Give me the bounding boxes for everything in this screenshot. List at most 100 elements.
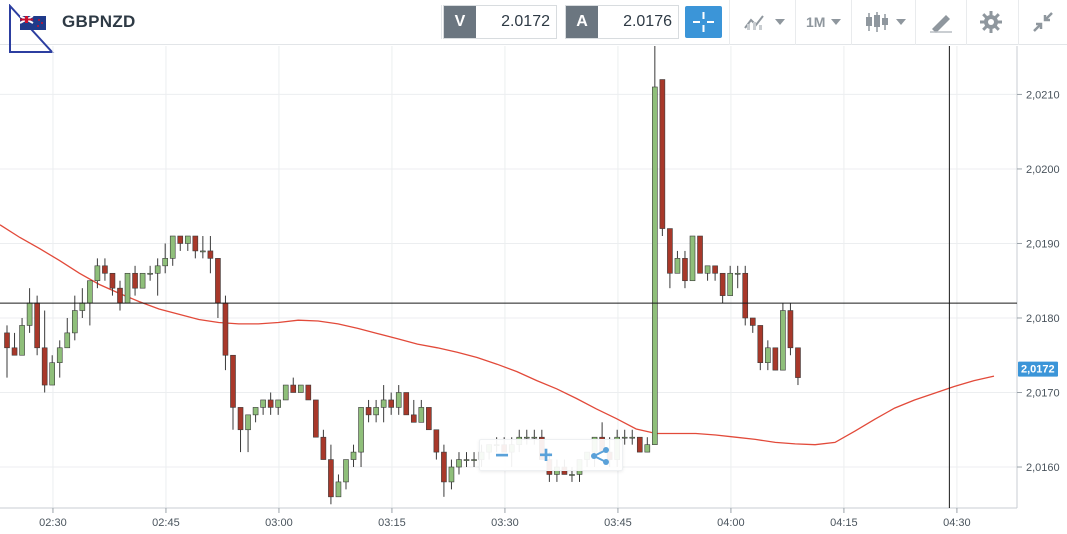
crosshair-button[interactable]: [685, 6, 722, 38]
candle-body: [19, 325, 25, 356]
price-tick-label: 2,0190: [1026, 238, 1060, 250]
candle: [749, 317, 756, 333]
indicators-button[interactable]: [743, 8, 785, 36]
drawing-tools-button[interactable]: [928, 8, 954, 36]
candle-body: [71, 310, 78, 334]
candle: [388, 392, 394, 415]
candle: [365, 399, 372, 423]
collapse-arrows-icon: [1033, 12, 1053, 32]
candle-body: [410, 414, 417, 423]
candle-body: [395, 392, 402, 408]
candle: [795, 347, 801, 386]
gb-nz-flag-icon: [20, 16, 46, 30]
time-tick-label: 04:30: [943, 517, 971, 529]
candle-body: [727, 272, 733, 296]
candle-body: [64, 332, 71, 349]
candle-body: [765, 347, 771, 363]
timeframe-button[interactable]: 1M: [806, 8, 842, 36]
candle-body: [780, 310, 786, 371]
candle: [667, 228, 673, 289]
zoom-in-button[interactable]: +: [538, 442, 553, 469]
candle: [689, 235, 696, 282]
candle-body: [154, 265, 161, 274]
candle-body: [267, 399, 274, 408]
candle: [463, 452, 470, 468]
price-tick-label: 2,0210: [1026, 89, 1060, 101]
chart-type-button[interactable]: [864, 8, 906, 36]
candle-body: [712, 265, 718, 274]
sell-quote[interactable]: V 2.0172: [443, 5, 557, 39]
candle-body: [772, 347, 779, 371]
candle: [56, 340, 63, 378]
candle-body: [652, 86, 658, 445]
current-price-tag: 2,0172: [1018, 361, 1058, 377]
candle-body: [328, 459, 334, 498]
candle: [26, 288, 33, 333]
candlestick-icon: [866, 12, 888, 32]
candle-body: [4, 332, 10, 349]
candle: [237, 407, 244, 453]
candle: [297, 384, 304, 393]
candle-body: [689, 235, 696, 282]
candle: [335, 474, 342, 498]
candle: [109, 272, 116, 296]
candle: [154, 258, 161, 296]
candle-body: [297, 384, 304, 393]
settings-button[interactable]: [979, 8, 1003, 36]
time-tick-label: 03:15: [378, 517, 406, 529]
moving-average-path: [0, 224, 995, 446]
candle: [659, 79, 666, 237]
instrument-symbol[interactable]: GBPNZD: [62, 12, 136, 31]
candle: [448, 459, 455, 490]
candle: [290, 377, 297, 393]
collapse-button[interactable]: [1031, 8, 1055, 36]
buy-quote[interactable]: A 2.0176: [565, 5, 679, 39]
candle-body: [132, 272, 138, 289]
candle-body: [192, 235, 199, 252]
candle-body: [34, 302, 40, 349]
candle: [712, 265, 718, 281]
candle: [433, 429, 440, 460]
candle-body: [682, 258, 688, 282]
crosshair-icon: [693, 12, 714, 32]
zoom-out-button[interactable]: −: [494, 442, 509, 469]
candle-body: [418, 407, 425, 423]
candle: [652, 46, 658, 445]
candle: [4, 325, 10, 378]
candle-body: [636, 436, 643, 453]
candle-body: [719, 272, 726, 296]
candle: [697, 235, 703, 274]
crosshair-lines: [0, 46, 1017, 508]
time-axis: 02:30 02:45 03:00 03:15 03:30 03:45 04:00 04:15…: [39, 508, 971, 529]
zoom-controls: − +: [479, 439, 623, 471]
toolbar-divider: [851, 0, 852, 45]
moving-average-line: [0, 224, 995, 446]
time-tick-label: 03:45: [604, 517, 632, 529]
candle-body: [531, 436, 538, 439]
price-tag-box: [1018, 361, 1058, 377]
candle-body: [162, 258, 168, 267]
candle: [132, 265, 138, 296]
candle-body: [87, 280, 93, 304]
candle: [410, 399, 417, 423]
candle-body: [734, 272, 741, 275]
share-button[interactable]: [578, 440, 622, 472]
candle-body: [523, 436, 530, 439]
candle-body: [380, 399, 387, 408]
candle-body: [49, 362, 55, 386]
candle: [41, 310, 48, 393]
share-icon: [591, 447, 609, 465]
candle-body: [441, 451, 447, 483]
candle-body: [742, 272, 749, 319]
candle: [192, 235, 199, 259]
candle: [215, 258, 221, 318]
candle: [682, 250, 688, 289]
candle-body: [147, 272, 153, 275]
candle-body: [757, 325, 764, 363]
candle: [200, 236, 206, 259]
candle: [674, 250, 681, 274]
candle: [207, 236, 214, 274]
candle: [328, 444, 334, 505]
candle: [395, 385, 402, 415]
candle: [184, 235, 191, 251]
